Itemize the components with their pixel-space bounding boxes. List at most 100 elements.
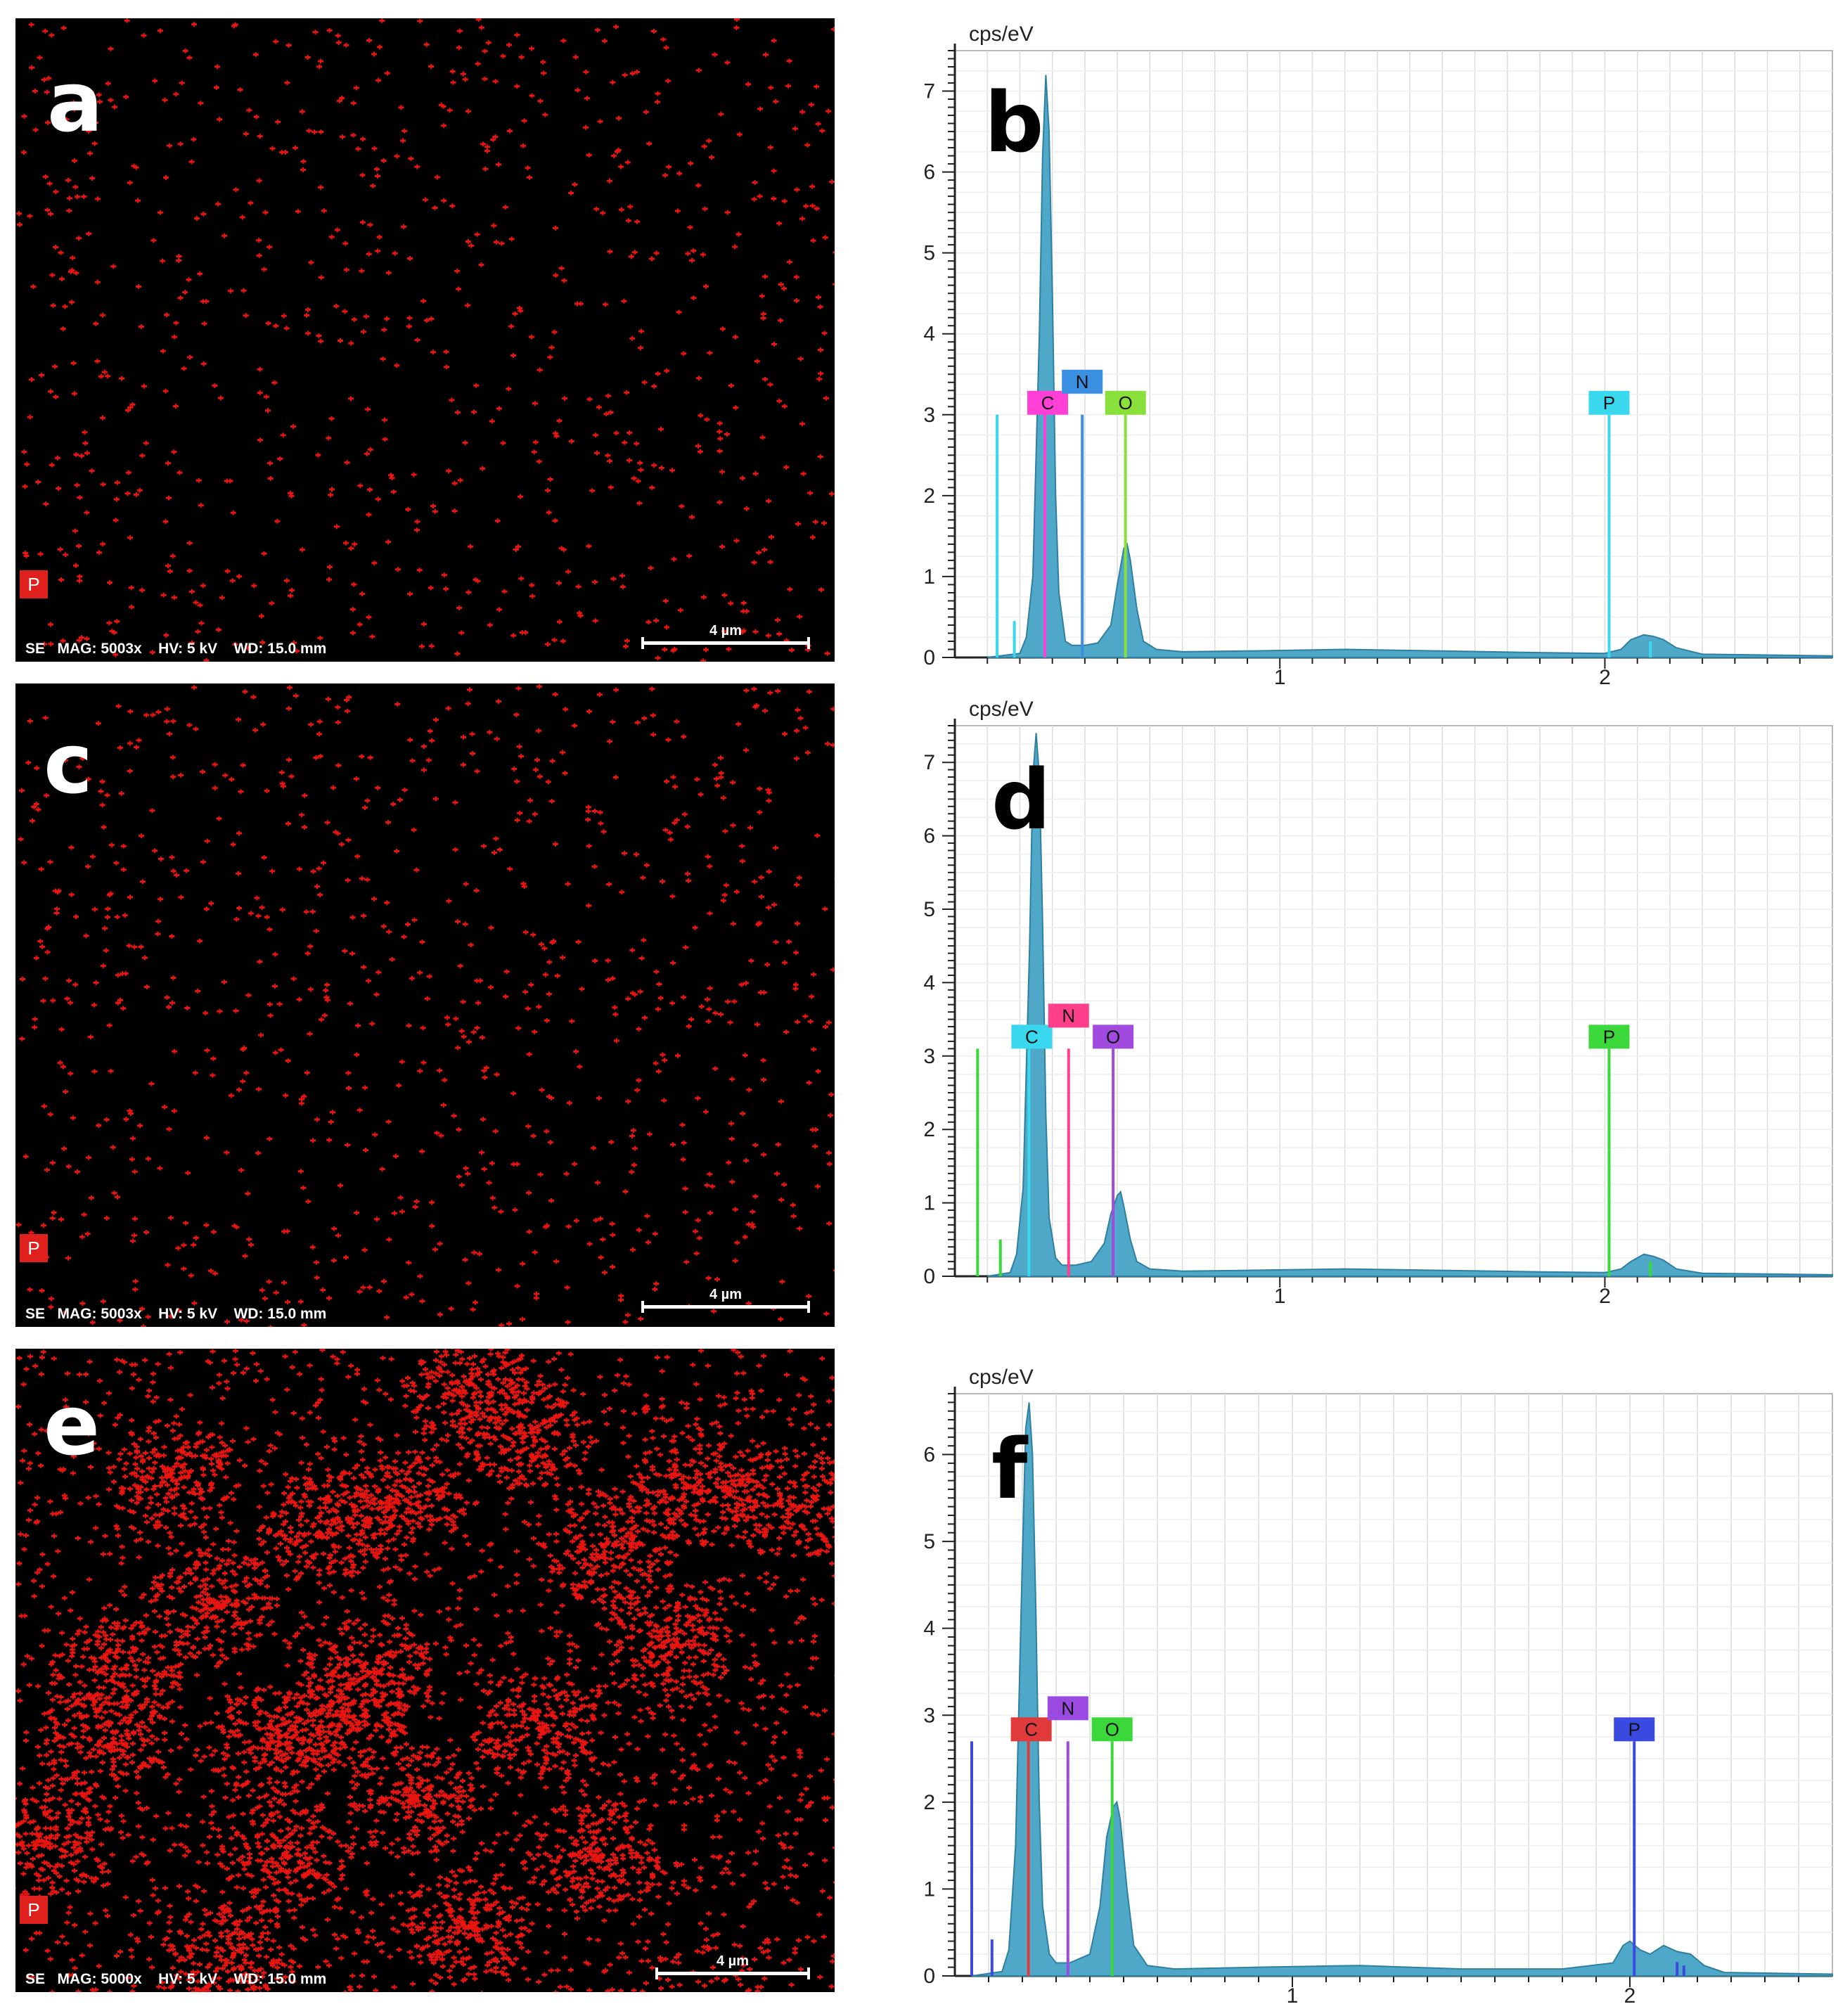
element-marker-o: O — [1093, 1025, 1134, 1276]
element-marker-n: N — [1048, 1003, 1089, 1276]
y-tick-label: 3 — [923, 1045, 935, 1068]
y-tick-label: 1 — [923, 565, 935, 589]
eds-spectrum-d: 0 1 2 3 4 5 6 7 1 2 cps/eV C N O P d — [879, 689, 1838, 1308]
marker-tag — [1047, 1696, 1088, 1721]
scale-tick-left — [641, 1301, 644, 1313]
map-info: SE MAG: 5003x HV: 5 kV WD: 15.0 mm — [25, 641, 327, 657]
marker-tag — [1091, 1717, 1133, 1742]
x-tick-label: 2 — [1599, 666, 1611, 689]
y-tick-label: 6 — [923, 1444, 935, 1467]
y-tick-label: 5 — [923, 242, 935, 265]
element-marker-p: P — [1588, 1025, 1630, 1276]
spectrum-area — [987, 733, 1833, 1277]
element-marker-p: P — [1614, 1717, 1655, 1976]
element-marker-c: C — [1010, 1717, 1052, 1976]
marker-label: O — [1105, 1719, 1119, 1740]
marker-label: C — [1041, 392, 1055, 413]
marker-label: N — [1062, 1005, 1075, 1026]
y-tick-label: 2 — [923, 1118, 935, 1141]
y-tick-label: 3 — [923, 404, 935, 427]
grid — [955, 1394, 1832, 1976]
scale-tick-left — [655, 1967, 658, 1979]
scale-line — [641, 641, 810, 645]
y-tick-label: 0 — [923, 646, 935, 669]
panel-letter: d — [991, 751, 1051, 848]
eds-spectrum-b: 0 1 2 3 4 5 6 7 1 2 cps/eV C N O P b — [879, 14, 1838, 689]
element-marker-c: C — [1011, 1025, 1053, 1276]
marker-label: P — [1628, 1719, 1640, 1740]
x-tick-label: 2 — [1599, 1285, 1611, 1308]
y-tick-label: 5 — [923, 1530, 935, 1553]
spectrum-area — [971, 1402, 1833, 1977]
y-axis-label: cps/eV — [969, 23, 1034, 46]
scale-tick-left — [641, 637, 644, 649]
y-tick-label: 5 — [923, 898, 935, 921]
y-tick-label: 3 — [923, 1704, 935, 1727]
marker-tag — [1010, 1717, 1052, 1742]
scale-bar: 4 µm — [655, 1953, 810, 1982]
y-tick-label: 4 — [923, 971, 935, 994]
panel-letter: e — [44, 1377, 101, 1474]
x-tick-label: 1 — [1274, 666, 1286, 689]
y-tick-label: 6 — [923, 161, 935, 184]
marker-tag — [1048, 1003, 1089, 1028]
x-tick-label: 1 — [1274, 1285, 1286, 1308]
map-dots — [16, 18, 835, 662]
marker-tag — [1588, 390, 1630, 415]
element-marker-o: O — [1105, 390, 1146, 657]
element-badge: P — [20, 570, 48, 598]
scale-bar: 4 µm — [641, 1287, 810, 1315]
marker-tag — [1614, 1717, 1655, 1742]
y-tick-label: 2 — [923, 484, 935, 508]
spectrum-svg: 0 1 2 3 4 5 6 7 1 2 cps/eV CNO P — [923, 23, 1833, 689]
grid — [955, 726, 1832, 1276]
y-tick-label: 1 — [923, 1192, 935, 1215]
panel-letter: a — [47, 53, 103, 150]
y-tick-label: 7 — [923, 751, 935, 774]
element-marker-c: C — [1027, 390, 1069, 657]
element-map-a: a P SE MAG: 5003x HV: 5 kV WD: 15.0 mm 4… — [15, 18, 835, 662]
scale-tick-right — [807, 1301, 810, 1313]
x-tick-label: 1 — [1287, 1984, 1299, 2008]
scale-line — [641, 1305, 810, 1309]
dot-layer — [15, 683, 835, 1327]
scale-bar: 4 µm — [641, 623, 810, 651]
y-axis-label: cps/eV — [969, 1366, 1034, 1389]
y-axis-label: cps/eV — [969, 698, 1034, 721]
map-info: SE MAG: 5003x HV: 5 kV WD: 15.0 mm — [25, 1306, 327, 1322]
element-marker-n: N — [1047, 1696, 1088, 1976]
axis-ticks — [942, 50, 1801, 669]
y-tick-label: 1 — [923, 1877, 935, 1901]
y-tick-label: 4 — [923, 323, 935, 346]
marker-tag — [1062, 369, 1103, 394]
y-tick-label: 4 — [923, 1617, 935, 1641]
panel-letter: b — [984, 74, 1044, 171]
scale-tick-right — [807, 637, 810, 649]
panel-letter: f — [991, 1420, 1028, 1517]
y-tick-label: 7 — [923, 80, 935, 103]
dot-cluster-path — [15, 1349, 835, 1992]
map-info: SE MAG: 5000x HV: 5 kV WD: 15.0 mm — [25, 1971, 327, 1987]
element-badge: P — [20, 1234, 48, 1262]
element-marker-p: P — [1588, 390, 1630, 657]
element-marker-n: N — [1062, 369, 1103, 657]
y-tick-label: 6 — [923, 825, 935, 848]
element-marker-o: O — [1091, 1717, 1133, 1976]
dot-cluster-path — [16, 18, 835, 662]
panel-letter: c — [44, 715, 93, 812]
marker-tag — [1093, 1025, 1134, 1049]
spectrum-svg: 0 1 2 3 4 5 6 1 2 cps/eV C N O P — [923, 1366, 1833, 2008]
map-dots — [15, 1349, 835, 1992]
x-tick-label: 2 — [1624, 1984, 1636, 2008]
element-map-e: e P SE MAG: 5000x HV: 5 kV WD: 15.0 mm 4… — [15, 1349, 835, 1992]
eds-spectrum-f: 0 1 2 3 4 5 6 1 2 cps/eV C N O P f — [879, 1357, 1838, 2008]
marker-tag — [1588, 1025, 1630, 1049]
scale-label: 4 µm — [716, 1953, 749, 1969]
marker-label: P — [1603, 1026, 1615, 1047]
dot-layer — [16, 18, 835, 662]
dot-layer — [15, 1349, 835, 1992]
marker-tag — [1105, 390, 1146, 415]
spectrum-area — [987, 75, 1833, 658]
dot-cluster-path — [15, 683, 835, 1327]
